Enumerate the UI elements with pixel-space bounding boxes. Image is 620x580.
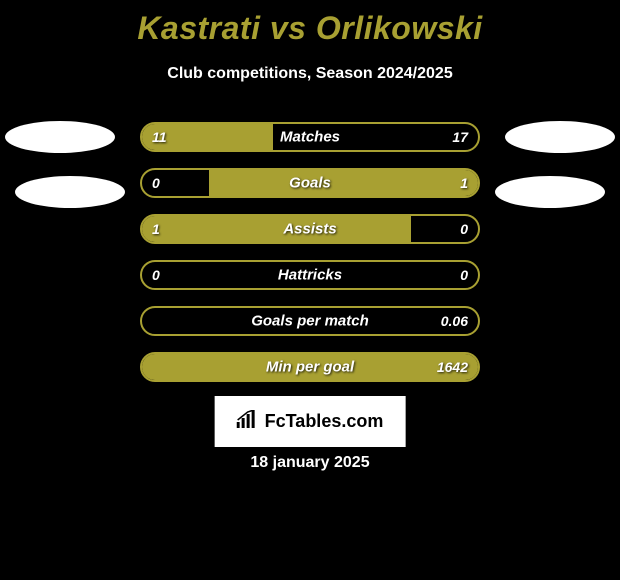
player-left-avatar-2 xyxy=(15,176,125,208)
stat-value-left: 1 xyxy=(152,221,160,237)
stat-row-goals: 0 Goals 1 xyxy=(140,168,480,198)
stat-value-right: 1642 xyxy=(437,359,468,375)
watermark-badge: FcTables.com xyxy=(215,396,406,447)
stat-label: Hattricks xyxy=(278,267,342,284)
stat-label: Goals xyxy=(289,175,331,192)
stat-value-right: 0 xyxy=(460,221,468,237)
stat-row-min-per-goal: Min per goal 1642 xyxy=(140,352,480,382)
comparison-title: Kastrati vs Orlikowski xyxy=(0,0,620,47)
stat-label: Assists xyxy=(283,221,336,238)
bar-fill-right xyxy=(209,170,478,196)
stat-label: Matches xyxy=(280,129,340,146)
player-right-avatar-2 xyxy=(495,176,605,208)
player-right-avatar-1 xyxy=(505,121,615,153)
stats-bars-container: 11 Matches 17 0 Goals 1 1 Assists 0 0 Ha… xyxy=(140,122,480,398)
stat-row-hattricks: 0 Hattricks 0 xyxy=(140,260,480,290)
bar-fill-left xyxy=(142,216,411,242)
watermark-text: FcTables.com xyxy=(265,411,384,432)
stat-value-right: 0.06 xyxy=(441,313,468,329)
stat-value-right: 1 xyxy=(460,175,468,191)
stat-value-left: 11 xyxy=(152,129,167,145)
player-left-avatar-1 xyxy=(5,121,115,153)
stat-value-right: 0 xyxy=(460,267,468,283)
stat-row-goals-per-match: Goals per match 0.06 xyxy=(140,306,480,336)
stat-value-right: 17 xyxy=(452,129,468,145)
stat-row-matches: 11 Matches 17 xyxy=(140,122,480,152)
chart-icon xyxy=(237,410,259,433)
stat-label: Goals per match xyxy=(251,313,369,330)
snapshot-date: 18 january 2025 xyxy=(250,454,369,472)
stat-value-left: 0 xyxy=(152,175,160,191)
stat-label: Min per goal xyxy=(266,359,354,376)
comparison-subtitle: Club competitions, Season 2024/2025 xyxy=(0,65,620,83)
stat-row-assists: 1 Assists 0 xyxy=(140,214,480,244)
stat-value-left: 0 xyxy=(152,267,160,283)
